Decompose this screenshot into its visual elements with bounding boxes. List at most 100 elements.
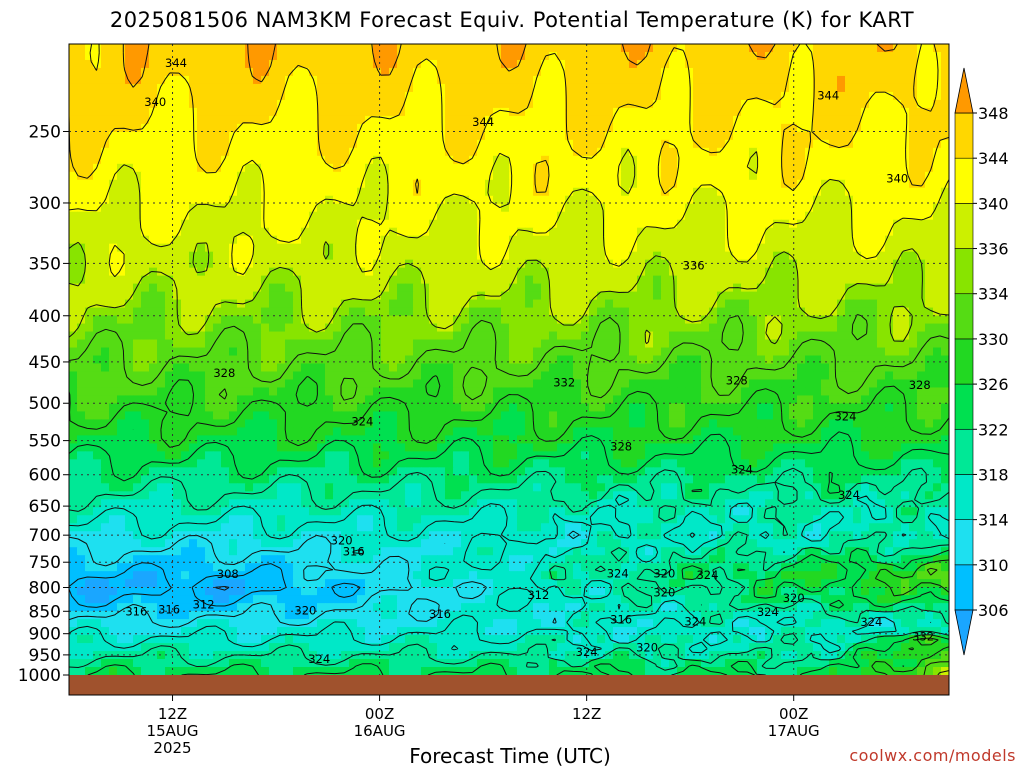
field-cell xyxy=(797,195,806,205)
field-cell xyxy=(573,123,582,133)
field-cell xyxy=(101,259,110,269)
field-cell xyxy=(469,195,478,205)
field-cell xyxy=(757,371,766,381)
field-cell xyxy=(117,147,126,157)
field-cell xyxy=(389,179,398,189)
field-cell xyxy=(525,355,534,365)
field-cell xyxy=(749,139,758,149)
field-cell xyxy=(669,67,678,77)
field-cell xyxy=(757,211,766,221)
field-cell xyxy=(357,243,366,253)
field-cell xyxy=(797,299,806,309)
field-cell xyxy=(605,267,614,277)
field-cell xyxy=(189,211,198,221)
field-cell xyxy=(189,243,198,253)
field-cell xyxy=(525,147,534,157)
field-cell xyxy=(237,275,246,285)
field-cell xyxy=(853,339,862,349)
field-cell xyxy=(757,291,766,301)
field-cell xyxy=(733,371,742,381)
field-cell xyxy=(269,275,278,285)
field-cell xyxy=(93,59,102,69)
field-cell xyxy=(501,259,510,269)
field-cell xyxy=(869,331,878,341)
field-cell xyxy=(253,331,262,341)
field-cell xyxy=(421,235,430,245)
field-cell xyxy=(757,187,766,197)
field-cell xyxy=(821,187,830,197)
field-cell xyxy=(765,171,774,181)
field-cell xyxy=(589,163,598,173)
field-cell xyxy=(477,163,486,173)
field-cell xyxy=(925,283,934,293)
field-cell xyxy=(445,395,454,405)
field-cell xyxy=(373,267,382,277)
field-cell xyxy=(413,99,422,109)
field-cell xyxy=(301,355,310,365)
field-cell xyxy=(885,59,894,69)
field-cell xyxy=(541,395,550,405)
field-cell xyxy=(573,44,582,53)
field-cell xyxy=(229,323,238,333)
field-cell xyxy=(517,259,526,269)
field-cell xyxy=(333,147,342,157)
field-cell xyxy=(837,307,846,317)
field-cell xyxy=(357,107,366,117)
field-cell xyxy=(125,203,134,213)
field-cell xyxy=(493,75,502,85)
field-cell xyxy=(101,267,110,277)
field-cell xyxy=(605,147,614,157)
field-cell xyxy=(373,187,382,197)
field-cell xyxy=(685,331,694,341)
field-cell xyxy=(133,299,142,309)
field-cell xyxy=(469,339,478,349)
field-cell xyxy=(349,44,358,53)
field-cell xyxy=(229,59,238,69)
field-cell xyxy=(661,267,670,277)
field-cell xyxy=(829,131,838,141)
field-cell xyxy=(205,123,214,133)
field-cell xyxy=(85,379,94,389)
field-cell xyxy=(309,275,318,285)
field-cell xyxy=(237,291,246,301)
field-cell xyxy=(701,267,710,277)
field-cell xyxy=(685,91,694,101)
field-cell xyxy=(637,171,646,181)
field-cell xyxy=(773,195,782,205)
field-cell xyxy=(141,171,150,181)
field-cell xyxy=(701,315,710,325)
field-cell xyxy=(533,299,542,309)
field-cell xyxy=(437,275,446,285)
field-cell xyxy=(853,379,862,389)
field-cell xyxy=(517,203,526,213)
field-cell xyxy=(701,211,710,221)
field-cell xyxy=(325,44,334,53)
field-cell xyxy=(661,83,670,93)
field-cell xyxy=(317,131,326,141)
field-cell xyxy=(453,347,462,357)
field-cell xyxy=(317,219,326,229)
field-cell xyxy=(629,267,638,277)
field-cell xyxy=(461,235,470,245)
field-cell xyxy=(205,323,214,333)
field-cell xyxy=(517,227,526,237)
field-cell xyxy=(197,379,206,389)
field-cell xyxy=(205,371,214,381)
field-cell xyxy=(493,123,502,133)
field-cell xyxy=(565,155,574,165)
field-cell xyxy=(613,283,622,293)
field-cell xyxy=(717,387,726,397)
field-cell xyxy=(381,115,390,125)
field-cell xyxy=(421,395,430,405)
field-cell xyxy=(837,363,846,373)
field-cell xyxy=(733,307,742,317)
field-cell xyxy=(717,171,726,181)
field-cell xyxy=(221,291,230,301)
field-cell xyxy=(261,195,270,205)
field-cell xyxy=(381,299,390,309)
field-cell xyxy=(525,219,534,229)
field-cell xyxy=(629,59,638,69)
field-cell xyxy=(517,331,526,341)
field-cell xyxy=(933,275,942,285)
field-cell xyxy=(237,219,246,229)
